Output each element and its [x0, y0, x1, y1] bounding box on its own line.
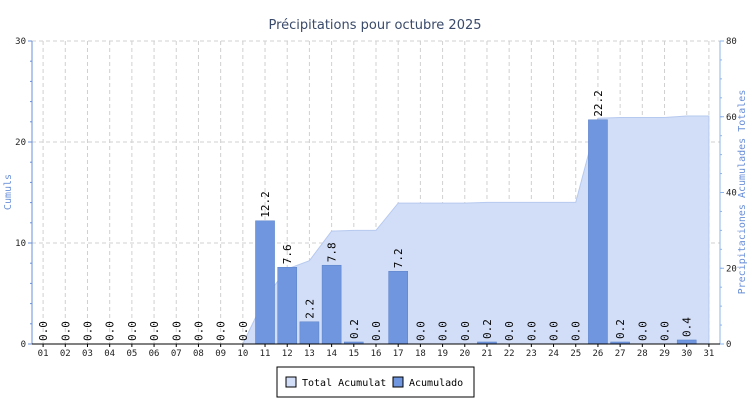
right-axis-title: Precipitaciones Acumulades Totales — [737, 90, 748, 295]
data-label: 22.2 — [592, 90, 605, 117]
data-label: 0.0 — [437, 321, 450, 341]
data-label: 0.0 — [81, 321, 94, 341]
x-tick-label: 09 — [215, 349, 226, 359]
x-tick-label: 23 — [526, 349, 537, 359]
data-label: 7.8 — [326, 242, 339, 262]
data-label: 0.0 — [126, 321, 139, 341]
data-label: 0.2 — [481, 319, 494, 339]
x-tick-label: 22 — [504, 349, 515, 359]
data-label: 0.0 — [192, 321, 205, 341]
legend-swatch-acumulado — [392, 376, 404, 388]
bar — [277, 266, 298, 345]
x-tick-label: 16 — [371, 349, 382, 359]
data-label: 0.0 — [414, 321, 427, 341]
x-tick-label: 31 — [703, 349, 714, 359]
legend: Total Acumulat Acumulado — [276, 366, 475, 398]
bar — [255, 220, 275, 345]
legend-swatch-total — [285, 376, 297, 388]
x-tick-label: 05 — [126, 349, 137, 359]
x-tick-label: 15 — [348, 349, 359, 359]
legend-box — [276, 366, 475, 398]
bar — [588, 119, 608, 345]
x-tick-label: 06 — [149, 349, 160, 359]
x-tick-label: 25 — [570, 349, 581, 359]
right-tick-label: 60 — [726, 113, 737, 123]
x-tick-label: 20 — [459, 349, 470, 359]
right-tick-label: 80 — [726, 37, 737, 47]
legend-label-acumulado: Acumulado — [409, 378, 463, 389]
x-tick-label: 07 — [171, 349, 182, 359]
data-label: 2.2 — [303, 299, 316, 319]
x-tick-label: 12 — [282, 349, 293, 359]
data-label: 0.0 — [548, 321, 561, 341]
data-label: 12.2 — [259, 191, 272, 218]
data-label: 0.0 — [59, 321, 72, 341]
data-label: 0.0 — [37, 321, 50, 341]
data-label: 0.0 — [370, 321, 383, 341]
x-tick-label: 19 — [437, 349, 448, 359]
data-label: 0.2 — [614, 319, 627, 339]
left-tick-label: 20 — [15, 138, 26, 148]
x-tick-label: 27 — [615, 349, 626, 359]
data-label: 0.0 — [636, 321, 649, 341]
total-area — [43, 115, 710, 345]
data-label: 0.0 — [570, 321, 583, 341]
x-tick-label: 30 — [681, 349, 692, 359]
x-tick-label: 11 — [260, 349, 271, 359]
data-label: 0.0 — [104, 321, 117, 341]
x-tick-label: 26 — [593, 349, 604, 359]
data-label: 0.0 — [659, 321, 672, 341]
bar — [676, 339, 697, 345]
data-label: 0.0 — [459, 321, 472, 341]
x-tick-label: 28 — [637, 349, 648, 359]
x-tick-label: 18 — [415, 349, 426, 359]
right-tick-label: 40 — [726, 189, 737, 199]
right-tick-label: 0 — [726, 340, 731, 350]
data-label: 0.0 — [525, 321, 538, 341]
bars-layer — [255, 119, 697, 345]
data-label: 0.4 — [681, 317, 694, 337]
left-tick-label: 0 — [21, 340, 26, 350]
right-tick-label: 20 — [726, 264, 737, 274]
legend-label-total: Total Acumulat — [302, 378, 386, 389]
bar — [321, 264, 342, 345]
x-tick-label: 10 — [237, 349, 248, 359]
x-tick-label: 13 — [304, 349, 315, 359]
bar — [388, 271, 408, 345]
data-label: 0.0 — [503, 321, 516, 341]
x-tick-label: 08 — [193, 349, 204, 359]
x-tick-label: 03 — [82, 349, 93, 359]
total-area-layer — [43, 115, 710, 345]
left-axis-title: Cumuls — [3, 174, 14, 210]
x-tick-label: 04 — [104, 349, 115, 359]
data-label: 0.0 — [237, 321, 250, 341]
data-label: 0.0 — [148, 321, 161, 341]
x-tick-label: 17 — [393, 349, 404, 359]
x-tick-label: 24 — [548, 349, 559, 359]
left-tick-label: 30 — [15, 37, 26, 47]
data-label: 0.0 — [170, 321, 183, 341]
axes: 0 10 20 30 0 20 40 60 80 01 02 03 04 05 06 07 08 09 10 11 12… — [15, 37, 737, 359]
chart-title: Précipitations pour octubre 2025 — [268, 18, 481, 33]
data-label: 0.2 — [348, 319, 361, 339]
x-tick-label: 01 — [38, 349, 49, 359]
left-tick-label: 10 — [15, 239, 26, 249]
x-tick-label: 29 — [659, 349, 670, 359]
bar — [299, 321, 320, 345]
data-label: 7.2 — [392, 248, 405, 268]
x-tick-label: 21 — [482, 349, 493, 359]
data-label: 7.6 — [281, 244, 294, 264]
x-tick-label: 02 — [60, 349, 71, 359]
data-labels-layer: 0.0 0.0 0.0 0.0 0.0 0.0 0.0 0.0 0.0 0.0 12.2 7.6 2.2… — [37, 90, 694, 341]
data-label: 0.0 — [215, 321, 228, 341]
x-tick-label: 14 — [326, 349, 337, 359]
